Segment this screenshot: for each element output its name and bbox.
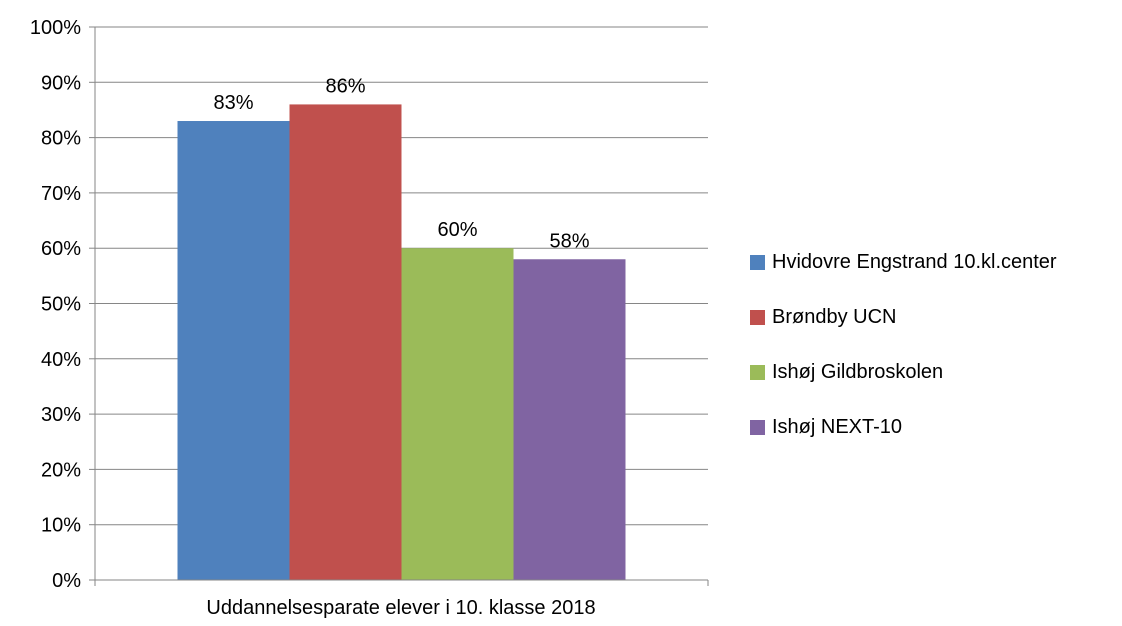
y-tick-label: 30%	[41, 404, 81, 426]
y-tick-label: 60%	[41, 238, 81, 260]
data-labels: 83% 86% 60% 58%	[213, 75, 589, 252]
y-tick-label: 10%	[41, 515, 81, 537]
bar-gildbroskolen	[401, 248, 514, 580]
legend-item-next10: Ishøj NEXT-10	[750, 400, 1057, 455]
legend-item-hvidovre: Hvidovre Engstrand 10.kl.center	[750, 235, 1057, 290]
y-tick-label: 50%	[41, 294, 81, 316]
legend-swatch-brondby	[750, 310, 765, 325]
data-label-gildbroskolen: 60%	[437, 219, 477, 241]
x-category-label: Uddannelsesparate elever i 10. klasse 20…	[206, 597, 595, 619]
y-tick-label: 20%	[41, 459, 81, 481]
legend-label-hvidovre: Hvidovre Engstrand 10.kl.center	[772, 251, 1057, 273]
data-label-hvidovre: 83%	[213, 92, 253, 114]
legend-swatch-hvidovre	[750, 255, 765, 270]
legend-item-brondby: Brøndby UCN	[750, 290, 1057, 345]
y-tick-label: 100%	[30, 17, 81, 39]
y-tick-label: 80%	[41, 128, 81, 150]
legend-label-brondby: Brøndby UCN	[772, 306, 897, 328]
data-label-next10: 58%	[549, 230, 589, 252]
legend-item-gildbroskolen: Ishøj Gildbroskolen	[750, 345, 1057, 400]
y-tick-labels: 0% 10% 20% 30% 40% 50% 60% 70% 80% 90% 100%	[30, 17, 81, 592]
data-label-brondby: 86%	[325, 75, 365, 97]
y-tick-label: 0%	[52, 570, 81, 592]
legend-swatch-gildbroskolen	[750, 365, 765, 380]
legend: Hvidovre Engstrand 10.kl.center Brøndby …	[750, 235, 1057, 455]
axes	[89, 26, 709, 586]
bar-next10	[513, 259, 626, 580]
legend-swatch-next10	[750, 420, 765, 435]
legend-label-next10: Ishøj NEXT-10	[772, 416, 903, 438]
bar-brondby	[289, 104, 402, 581]
y-tick-label: 40%	[41, 349, 81, 371]
bars	[177, 104, 626, 581]
y-tick-label: 90%	[41, 72, 81, 94]
legend-label-gildbroskolen: Ishøj Gildbroskolen	[772, 361, 944, 383]
y-tick-label: 70%	[41, 183, 81, 205]
bar-hvidovre	[177, 121, 290, 580]
